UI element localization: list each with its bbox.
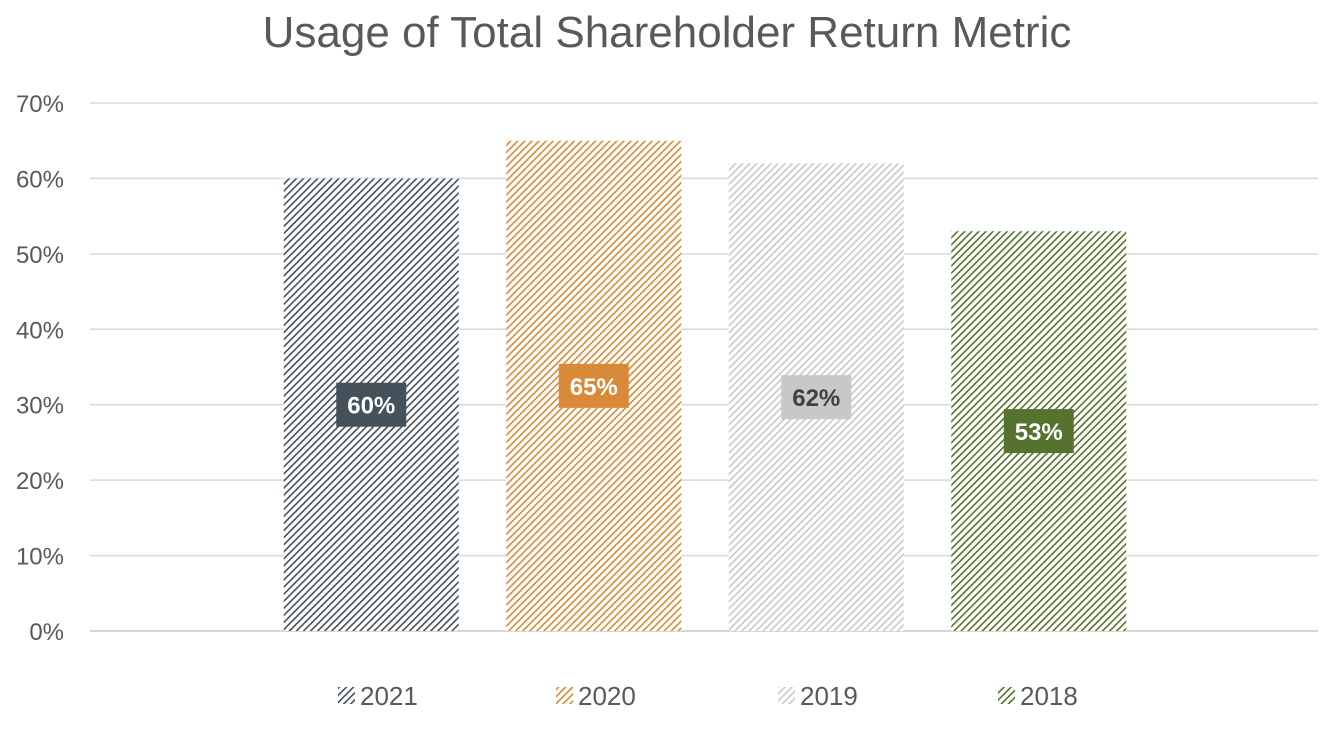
data-label-text: 65% — [570, 374, 618, 401]
data-label-box — [558, 363, 629, 408]
legend-item-2018: 2018 — [998, 681, 1078, 711]
data-label-box — [781, 375, 852, 420]
data-label-2021: 60% — [336, 382, 407, 427]
legend-label: 2020 — [578, 681, 636, 711]
gridlines — [90, 102, 1318, 632]
legend-label: 2019 — [800, 681, 858, 711]
y-tick-label: 10% — [16, 544, 64, 571]
y-tick-label: 0% — [29, 619, 64, 646]
data-labels: 60% 65% 62% 53% — [336, 363, 1074, 454]
data-label-box — [336, 382, 407, 427]
data-label-2020: 65% — [558, 363, 629, 408]
y-axis-tick-labels: 0% 10% 20% 30% 40% 50% 60% 70% — [16, 91, 64, 646]
legend-label: 2021 — [360, 681, 418, 711]
legend-label: 2018 — [1020, 681, 1078, 711]
chart-title: Usage of Total Shareholder Return Metric — [262, 8, 1072, 57]
legend-swatch — [778, 687, 795, 704]
data-label-text: 60% — [347, 393, 395, 420]
legend-item-2021: 2021 — [338, 681, 418, 711]
data-label-text: 53% — [1015, 419, 1063, 446]
data-label-box — [1003, 409, 1074, 454]
legend-item-2019: 2019 — [778, 681, 858, 711]
y-tick-label: 30% — [16, 393, 64, 420]
legend-swatch — [338, 687, 355, 704]
data-label-text: 62% — [792, 385, 840, 412]
data-label-2018: 53% — [1003, 409, 1074, 454]
legend-item-2020: 2020 — [556, 681, 636, 711]
bars — [283, 140, 1127, 632]
legend-swatch — [556, 687, 573, 704]
legend-swatch — [998, 687, 1015, 704]
y-tick-label: 40% — [16, 317, 64, 344]
y-tick-label: 20% — [16, 468, 64, 495]
y-tick-label: 60% — [16, 166, 64, 193]
y-tick-label: 50% — [16, 242, 64, 269]
data-label-2019: 62% — [781, 375, 852, 420]
legend: 2021 2020 2019 2018 — [338, 681, 1078, 711]
y-tick-label: 70% — [16, 91, 64, 118]
